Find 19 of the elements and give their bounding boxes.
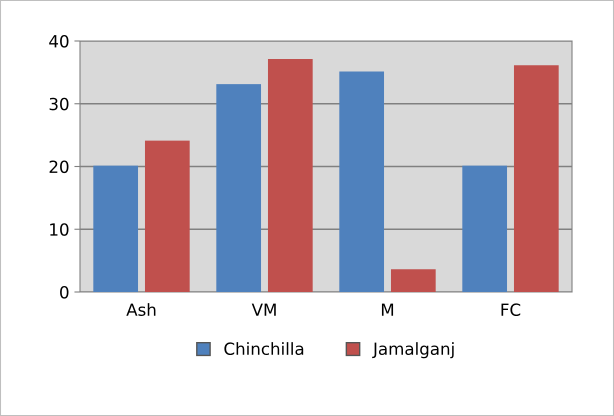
bar xyxy=(462,166,508,292)
legend-label: Jamalganj xyxy=(372,342,454,358)
bar xyxy=(339,72,384,292)
x-tick-label: M xyxy=(382,304,394,316)
bar xyxy=(268,58,313,292)
y-tick-label: 40 xyxy=(49,34,68,48)
bar xyxy=(514,65,559,292)
y-tick-label: 20 xyxy=(50,160,68,174)
y-tick-label: 30 xyxy=(50,98,68,110)
x-tick-label: Ash xyxy=(126,303,156,316)
bar xyxy=(216,84,262,292)
x-tick-label: FC xyxy=(502,303,520,316)
x-tick-label: VM xyxy=(252,304,276,316)
bar xyxy=(144,140,190,292)
legend-label: Chinchilla xyxy=(224,342,304,356)
y-tick-label: 0 xyxy=(60,286,68,299)
bar xyxy=(93,166,138,292)
bar xyxy=(390,269,436,292)
y-tick-label: 10 xyxy=(50,223,68,236)
